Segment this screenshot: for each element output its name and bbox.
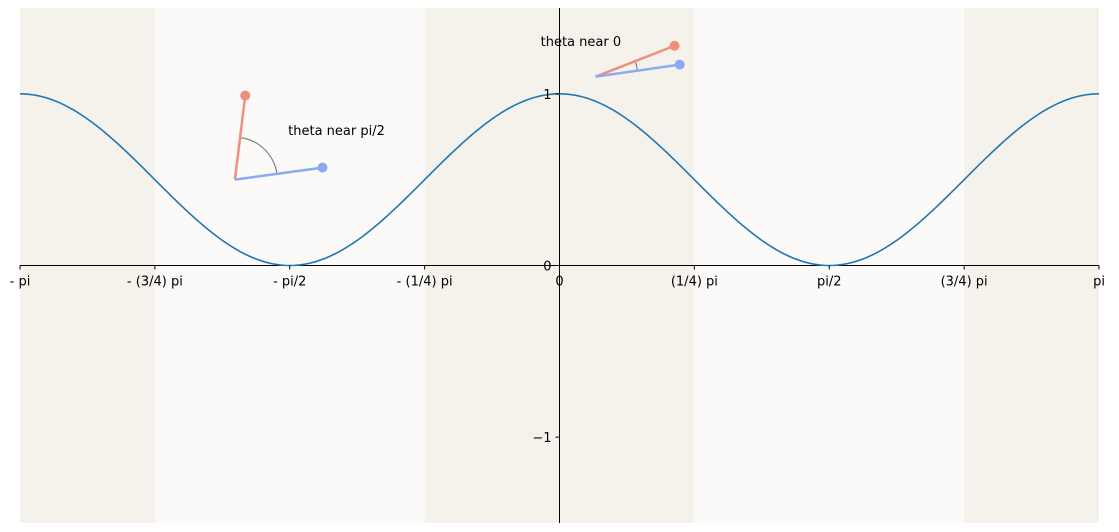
x-tick-label: - pi/2: [273, 275, 306, 290]
vector-b-tip: [674, 59, 685, 70]
vector-b-tip: [317, 162, 328, 173]
annotation-label: theta near 0: [541, 35, 621, 50]
y-tick-label: 0: [543, 260, 551, 275]
vector-a-tip: [669, 40, 680, 51]
x-tick-label: - (1/4) pi: [397, 275, 453, 290]
ticks-layer: - pi - (3/4) pi - pi/2 - (1/4) pi 0 (1/4) pi p…: [10, 88, 1105, 446]
x-tick-label: (3/4) pi: [941, 275, 988, 290]
vector-a-line: [595, 44, 676, 78]
vector-a-line: [233, 95, 247, 180]
angle-arc: [240, 137, 278, 174]
annotation-label: theta near pi/2: [288, 124, 385, 139]
vector-a-tip: [240, 90, 251, 101]
x-tick-label: - (3/4) pi: [127, 275, 183, 290]
y-tick-label: 1: [543, 88, 551, 103]
y-tick-label: −1: [532, 431, 551, 446]
x-tick-label: (1/4) pi: [671, 275, 718, 290]
x-tick-label: 0: [555, 275, 563, 290]
x-tick-label: pi/2: [817, 275, 842, 290]
x-tick-label: pi: [1093, 275, 1105, 290]
annotations-layer: theta near pi/2 theta near 0: [233, 35, 685, 181]
vector-b-line: [234, 166, 323, 181]
x-tick-label: - pi: [10, 275, 31, 290]
vector-b-line: [595, 63, 680, 78]
